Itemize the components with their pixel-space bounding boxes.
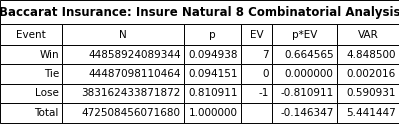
Bar: [184, 64, 241, 84]
Bar: [337, 24, 399, 45]
Text: -1: -1: [259, 88, 269, 99]
Bar: [241, 84, 273, 103]
Text: Event: Event: [16, 30, 46, 40]
Text: 4.848500: 4.848500: [346, 50, 396, 60]
Bar: [0, 84, 62, 103]
Bar: [0, 103, 62, 122]
Text: Tie: Tie: [43, 69, 59, 79]
Text: 0.094151: 0.094151: [189, 69, 238, 79]
Text: 44858924089344: 44858924089344: [88, 50, 181, 60]
Text: 5.441447: 5.441447: [346, 108, 396, 118]
Bar: [337, 84, 399, 103]
Bar: [241, 64, 273, 84]
Text: 1.000000: 1.000000: [189, 108, 238, 118]
Text: 0.002016: 0.002016: [347, 69, 396, 79]
Text: -0.146347: -0.146347: [280, 108, 334, 118]
Text: -0.810911: -0.810911: [280, 88, 334, 99]
Bar: [241, 45, 273, 64]
Text: p: p: [209, 30, 216, 40]
Bar: [241, 24, 273, 45]
Bar: [0, 64, 62, 84]
Text: N: N: [119, 30, 127, 40]
Text: 44487098110464: 44487098110464: [88, 69, 181, 79]
Text: 472508456071680: 472508456071680: [82, 108, 181, 118]
Bar: [62, 84, 184, 103]
Text: EV: EV: [250, 30, 264, 40]
Text: 0: 0: [263, 69, 269, 79]
Bar: [62, 24, 184, 45]
Text: Total: Total: [35, 108, 59, 118]
Text: 0.810911: 0.810911: [189, 88, 238, 99]
Bar: [184, 103, 241, 122]
Bar: [273, 24, 337, 45]
Bar: [273, 103, 337, 122]
Text: Lose: Lose: [35, 88, 59, 99]
Bar: [62, 64, 184, 84]
Bar: [337, 45, 399, 64]
Bar: [62, 45, 184, 64]
Text: p*EV: p*EV: [292, 30, 317, 40]
Text: VAR: VAR: [358, 30, 378, 40]
Bar: [273, 64, 337, 84]
Bar: [0, 0, 399, 24]
Text: 0.590931: 0.590931: [346, 88, 396, 99]
Bar: [273, 84, 337, 103]
Bar: [337, 103, 399, 122]
Text: 0.094938: 0.094938: [189, 50, 238, 60]
Bar: [0, 45, 62, 64]
Bar: [0, 24, 62, 45]
Bar: [241, 103, 273, 122]
Text: 0.000000: 0.000000: [285, 69, 334, 79]
Text: 383162433871872: 383162433871872: [81, 88, 181, 99]
Text: 7: 7: [263, 50, 269, 60]
Text: Baccarat Insurance: Insure Natural 8 Combinatorial Analysis: Baccarat Insurance: Insure Natural 8 Com…: [0, 6, 399, 19]
Bar: [184, 45, 241, 64]
Bar: [62, 103, 184, 122]
Bar: [337, 64, 399, 84]
Bar: [184, 24, 241, 45]
Text: 0.664565: 0.664565: [284, 50, 334, 60]
Bar: [273, 45, 337, 64]
Text: Win: Win: [40, 50, 59, 60]
Bar: [184, 84, 241, 103]
